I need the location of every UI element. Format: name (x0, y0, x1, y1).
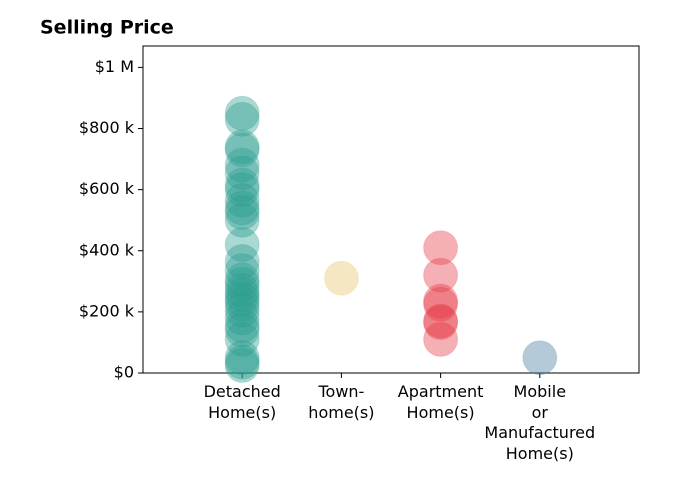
point (323, 260, 359, 296)
point (224, 182, 260, 218)
x-tick-label: Mobile or Manufactured Home(s) (484, 382, 596, 463)
chart-title: Selling Price (40, 17, 174, 39)
point (224, 340, 260, 376)
point (224, 292, 260, 328)
point (224, 282, 260, 318)
point (224, 147, 260, 183)
point (224, 243, 260, 279)
point (224, 129, 260, 165)
point (224, 195, 260, 231)
point (423, 257, 459, 293)
x-tick-label: Detached Home(s) (203, 382, 281, 422)
point (522, 340, 558, 376)
point (224, 286, 260, 322)
point (224, 321, 260, 357)
point (423, 303, 459, 339)
plot-frame (142, 45, 640, 374)
point (224, 266, 260, 302)
point (224, 312, 260, 348)
point (423, 286, 459, 322)
point (224, 167, 260, 203)
y-tick-label: $1 M (95, 57, 134, 76)
y-tick-label: $600 k (79, 179, 135, 198)
point (224, 347, 260, 383)
x-tick-label: Apartment Home(s) (397, 382, 484, 422)
point (224, 202, 260, 238)
point (423, 305, 459, 341)
x-tick-label: Town- home(s) (308, 382, 375, 422)
point (224, 262, 260, 298)
point (224, 253, 260, 289)
point (224, 300, 260, 336)
y-tick-label: $400 k (79, 240, 135, 259)
point (224, 132, 260, 168)
point (423, 321, 459, 357)
point (224, 277, 260, 313)
point (224, 172, 260, 208)
point (224, 190, 260, 226)
point (224, 227, 260, 263)
point (224, 155, 260, 191)
point (224, 344, 260, 380)
point (224, 272, 260, 308)
point (224, 308, 260, 344)
y-tick-label: $800 k (79, 118, 135, 137)
point (423, 230, 459, 266)
y-tick-label: $0 (114, 363, 134, 382)
point (224, 101, 260, 137)
point (423, 283, 459, 319)
point (224, 95, 260, 131)
y-tick-label: $200 k (79, 301, 135, 320)
